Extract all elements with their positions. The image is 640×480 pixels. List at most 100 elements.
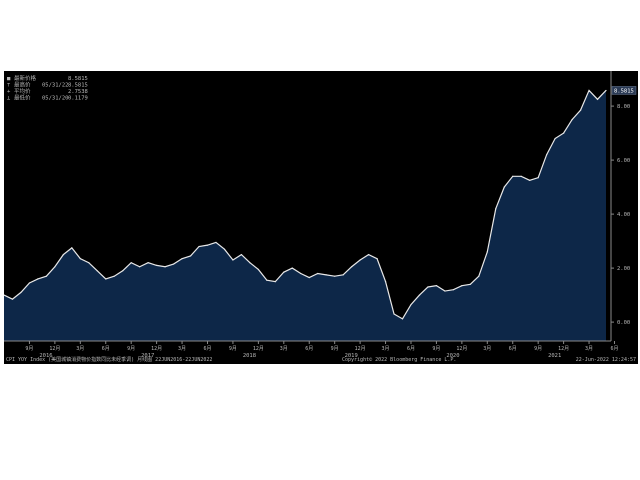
legend-label: 最高价 <box>14 81 31 89</box>
data-point <box>147 262 149 264</box>
last-value-marker: 8.5815 <box>611 86 637 95</box>
x-tick-label: 3月 <box>280 346 288 352</box>
data-point <box>11 298 14 300</box>
data-point <box>495 208 497 210</box>
data-point <box>384 281 387 283</box>
chart-frame: 0.00 2.00 4.00 6.00 8.00 9月 12月 3月 6月 9月 12月 3月 6月 9… <box>4 71 638 364</box>
data-point <box>503 186 505 188</box>
x-tick-label: 9月 <box>534 346 542 352</box>
legend-label: 最新价格 <box>14 74 37 82</box>
legend-date: 05/31/22 <box>42 83 69 89</box>
data-point <box>359 259 361 261</box>
last-value-label: 8.5815 <box>614 88 634 94</box>
x-year-label: 2020 <box>446 353 459 359</box>
y-tick-label: 6.00 <box>617 158 630 164</box>
data-point <box>88 262 90 264</box>
series-line <box>4 89 607 320</box>
data-point <box>571 119 573 121</box>
x-tick-label: 3月 <box>178 346 186 352</box>
data-point <box>520 175 522 177</box>
legend-value: 0.1179 <box>68 96 88 102</box>
x-tick-label: 6月 <box>305 346 313 352</box>
y-tick-label: 0.00 <box>617 320 630 326</box>
legend-label: 平均价 <box>14 87 31 95</box>
data-point <box>172 263 175 265</box>
x-year-label: 2016 <box>39 353 52 359</box>
data-point <box>283 271 285 273</box>
data-point <box>4 294 5 296</box>
x-tick-label: 3月 <box>483 346 491 352</box>
legend-value: 2.7538 <box>68 89 88 95</box>
x-year-label: 2018 <box>243 353 256 359</box>
data-point <box>486 251 488 253</box>
x-tick-label: 9月 <box>229 346 237 352</box>
data-point <box>257 268 259 271</box>
legend: ■ 最新价格 8.5815 ⊤ 最高价 05/31/22 8.5815 + 平均价 2.7538 ⊥… <box>7 74 88 102</box>
data-point <box>122 270 124 272</box>
data-point <box>435 285 438 287</box>
legend-value: 8.5815 <box>68 76 88 82</box>
data-point <box>334 275 336 277</box>
footer-copyright: Copyright© 2022 Bloomberg Finance L.P. <box>342 357 456 363</box>
data-point <box>563 132 565 134</box>
y-tick-label: 8.00 <box>617 104 630 110</box>
x-ticks: 9月 12月 3月 6月 9月 12月 3月 6月 9月 12月 3月 6月 9月 12月 3月 6月 9月 12… <box>25 341 618 359</box>
data-point <box>28 282 31 284</box>
x-tick-label: 6月 <box>509 346 517 352</box>
data-point <box>105 278 107 280</box>
data-point <box>308 276 310 279</box>
y-tick-label: 4.00 <box>617 212 630 218</box>
data-point <box>215 241 217 244</box>
last-value-box <box>611 86 637 95</box>
legend-glyph: ⊤ <box>7 83 11 89</box>
data-point <box>418 294 421 296</box>
data-points <box>4 89 607 320</box>
data-point <box>367 254 370 256</box>
data-point <box>596 98 599 100</box>
legend-label: 最低价 <box>14 94 31 102</box>
data-point <box>351 266 353 268</box>
x-tick-label: 12月 <box>456 346 467 352</box>
data-point <box>232 259 234 261</box>
x-tick-label: 12月 <box>558 346 569 352</box>
legend-glyph: ■ <box>7 76 11 82</box>
x-tick-label: 3月 <box>585 346 593 352</box>
data-point <box>71 247 73 249</box>
x-tick-label: 3月 <box>76 346 84 352</box>
data-point <box>274 281 276 283</box>
series-area <box>4 90 606 341</box>
data-point <box>240 254 243 256</box>
data-point <box>469 283 471 285</box>
data-point <box>45 275 47 277</box>
data-point <box>393 313 395 315</box>
data-point <box>317 272 319 275</box>
data-point <box>62 254 64 256</box>
data-point <box>189 255 192 257</box>
data-point <box>266 279 268 281</box>
x-tick-label: 9月 <box>331 346 339 352</box>
x-year-label: 2019 <box>345 353 358 359</box>
x-tick-label: 12月 <box>253 346 264 352</box>
data-point <box>579 109 582 111</box>
data-point <box>198 245 200 248</box>
footer-timestamp: 22-Jun-2022 12:24:57 <box>576 357 636 363</box>
x-tick-label: 6月 <box>610 346 618 352</box>
data-point <box>37 278 39 280</box>
data-point <box>156 264 158 266</box>
data-point <box>54 266 56 268</box>
data-point <box>376 258 378 260</box>
data-point <box>291 267 293 269</box>
x-tick-label: 6月 <box>203 346 211 352</box>
x-year-label: 2017 <box>141 353 154 359</box>
data-point <box>554 137 556 140</box>
data-point <box>20 291 22 293</box>
data-point <box>342 274 344 276</box>
legend-glyph: ⊥ <box>7 96 11 102</box>
data-point <box>325 274 327 276</box>
footer-source: CPI YOY Index (美国城镇消费物价指数同比未经季调) 月线图 22J… <box>6 356 212 363</box>
data-point <box>461 285 463 287</box>
x-tick-label: 12月 <box>151 346 162 352</box>
legend-value: 8.5815 <box>68 83 88 89</box>
x-tick-label: 6月 <box>407 346 415 352</box>
data-point <box>401 318 404 320</box>
